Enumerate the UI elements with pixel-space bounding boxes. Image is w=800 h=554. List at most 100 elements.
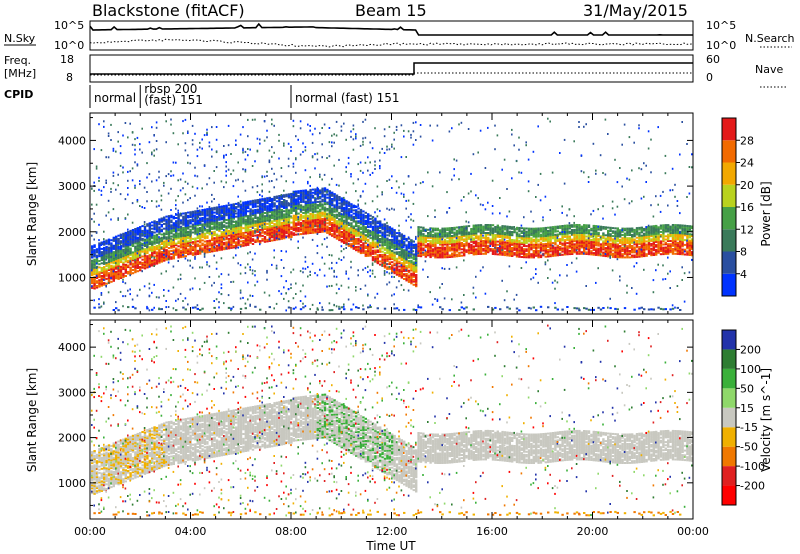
power-cell bbox=[244, 218, 247, 221]
power-cell bbox=[328, 190, 331, 193]
power-cell bbox=[323, 196, 327, 199]
power-cell bbox=[395, 307, 399, 310]
power-cell bbox=[172, 223, 175, 226]
power-cell bbox=[208, 244, 211, 247]
power-cell bbox=[441, 238, 443, 241]
power-cell bbox=[304, 208, 307, 211]
power-cell bbox=[98, 298, 100, 301]
power-cell bbox=[302, 216, 305, 219]
power-cell bbox=[203, 235, 207, 238]
power-cell bbox=[268, 236, 271, 239]
power-cell bbox=[141, 231, 144, 234]
power-cell bbox=[206, 220, 209, 223]
power-cell bbox=[357, 234, 360, 237]
power-cell bbox=[148, 257, 151, 260]
power-cell bbox=[230, 230, 233, 233]
power-cell bbox=[376, 195, 379, 198]
power-cell bbox=[170, 209, 172, 211]
power-cell bbox=[374, 260, 376, 263]
power-cell bbox=[239, 224, 243, 227]
power-cell bbox=[225, 238, 228, 241]
power-cell bbox=[458, 248, 461, 251]
power-cell bbox=[338, 212, 340, 215]
power-cell bbox=[323, 274, 326, 277]
power-cell bbox=[235, 242, 238, 245]
power-cell bbox=[319, 216, 322, 219]
power-cell bbox=[141, 243, 143, 246]
power-cell bbox=[371, 259, 375, 262]
power-cell bbox=[175, 244, 178, 247]
power-cell bbox=[328, 195, 331, 197]
power-cell bbox=[117, 265, 120, 268]
power-cell bbox=[100, 247, 103, 250]
power-cell bbox=[184, 213, 187, 216]
power-cell bbox=[237, 161, 239, 164]
power-cell bbox=[335, 210, 339, 213]
power-cell bbox=[362, 235, 365, 238]
power-cell bbox=[314, 204, 317, 207]
power-cell bbox=[350, 233, 353, 236]
power-cell bbox=[151, 262, 154, 265]
power-cell bbox=[112, 147, 115, 150]
power-cell bbox=[304, 231, 307, 233]
power-cell bbox=[127, 245, 130, 248]
power-cell bbox=[165, 237, 168, 240]
power-cell bbox=[326, 219, 329, 222]
power-cell bbox=[182, 300, 184, 302]
power-cell bbox=[403, 288, 405, 291]
power-cell bbox=[331, 198, 334, 200]
power-cell bbox=[167, 243, 171, 246]
power-cell bbox=[359, 223, 363, 226]
power-cell bbox=[304, 229, 307, 232]
power-cell bbox=[187, 182, 189, 185]
power-cell bbox=[213, 248, 216, 251]
power-cell bbox=[326, 285, 328, 288]
power-cell bbox=[398, 271, 401, 274]
power-cell bbox=[225, 235, 228, 237]
power-cell bbox=[187, 230, 190, 233]
power-cell bbox=[184, 221, 187, 224]
power-cell bbox=[139, 242, 142, 245]
power-cell bbox=[362, 229, 365, 232]
power-cell bbox=[463, 249, 466, 252]
power-cell bbox=[364, 182, 367, 185]
power-cell bbox=[220, 293, 223, 295]
power-cell bbox=[261, 199, 264, 202]
power-cell bbox=[328, 201, 331, 204]
power-cell bbox=[290, 287, 292, 289]
power-cell bbox=[160, 237, 163, 239]
power-cell bbox=[319, 200, 322, 203]
power-cell bbox=[191, 287, 194, 290]
power-cell bbox=[230, 213, 232, 216]
power-cell bbox=[112, 255, 115, 258]
power-cell bbox=[386, 231, 389, 234]
power-cell bbox=[482, 241, 485, 244]
power-cell bbox=[460, 251, 463, 254]
power-cell bbox=[352, 204, 355, 207]
power-cell bbox=[427, 252, 430, 255]
power-cell bbox=[398, 257, 401, 260]
power-cell bbox=[103, 272, 106, 275]
power-cell bbox=[415, 262, 417, 264]
power-cell bbox=[340, 125, 343, 128]
noise-tick-left-top: 10^5 bbox=[54, 19, 84, 32]
power-cell bbox=[134, 144, 136, 147]
power-cell bbox=[136, 237, 139, 240]
power-cell bbox=[139, 269, 142, 272]
power-cell bbox=[247, 216, 250, 219]
power-cell bbox=[427, 251, 430, 254]
power-cell bbox=[139, 235, 142, 238]
power-cell bbox=[364, 118, 367, 121]
power-cell bbox=[443, 267, 446, 270]
power-cell bbox=[134, 255, 137, 258]
power-cell bbox=[434, 216, 436, 218]
power-cell bbox=[446, 243, 449, 246]
power-cell bbox=[297, 190, 300, 193]
power-cell bbox=[107, 243, 111, 246]
power-cell bbox=[194, 250, 197, 253]
power-cell bbox=[131, 179, 134, 182]
power-cell bbox=[395, 270, 399, 273]
power-cell bbox=[405, 257, 407, 260]
power-cell bbox=[163, 181, 165, 184]
power-cell bbox=[247, 210, 250, 213]
